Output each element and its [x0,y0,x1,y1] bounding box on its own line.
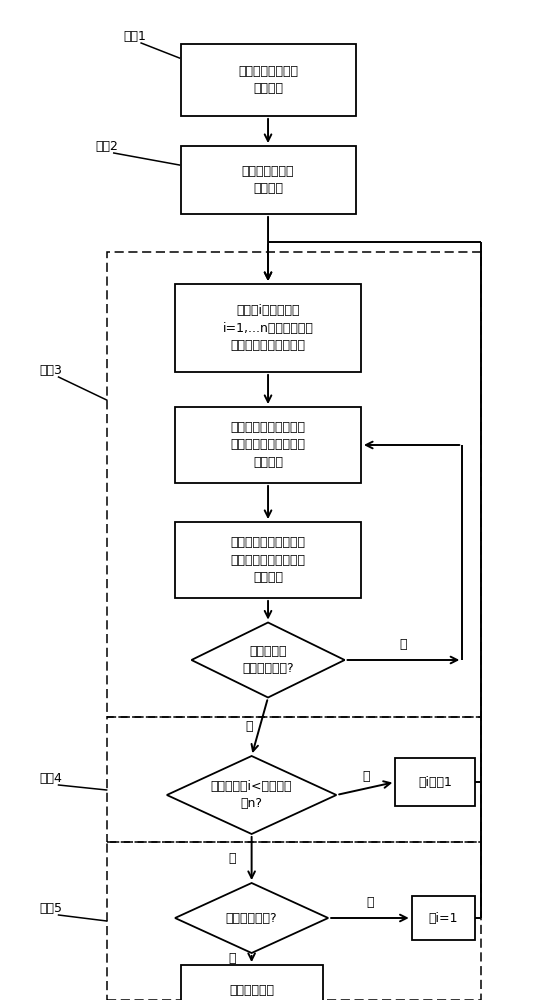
Bar [181,965,323,1000]
Text: 令i=1: 令i=1 [428,912,458,924]
Bar [181,146,356,214]
Text: 否: 否 [366,896,374,908]
Bar [395,758,475,806]
Text: 是: 是 [362,770,370,784]
Bar [181,44,356,116]
Text: 完成迭代整定?: 完成迭代整定? [226,912,277,924]
Text: 闭环辨识法辨识
被控对象: 闭环辨识法辨识 被控对象 [242,165,294,195]
Bar [107,717,481,842]
Text: 步骤4: 步骤4 [39,772,62,784]
Text: 步骤5: 步骤5 [39,902,62,914]
Text: 是: 是 [245,720,253,733]
Text: 按粒子设选定控制器参
数，运行闭环控制回路
仿真单元: 按粒子设选定控制器参 数，运行闭环控制回路 仿真单元 [230,421,306,469]
Bar [107,252,481,717]
Text: 控制器序号i<控制器个
数n?: 控制器序号i<控制器个 数n? [211,780,292,810]
Polygon shape [191,622,345,698]
Text: 是: 是 [229,952,236,966]
Polygon shape [175,883,328,953]
Text: 否: 否 [400,638,407,650]
Text: 步骤3: 步骤3 [39,363,62,376]
Text: 完成粒子群
优化迭代代数?: 完成粒子群 优化迭代代数? [242,645,294,675]
Text: 计算粒子适应度评价指
标，选出最优粒子，更
新粒子群: 计算粒子适应度评价指 标，选出最优粒子，更 新粒子群 [230,536,306,584]
Text: 令i值增1: 令i值增1 [418,776,452,788]
Polygon shape [167,756,336,834]
Text: 步骤2: 步骤2 [96,140,119,153]
Text: 输出整定结果: 输出整定结果 [229,984,274,996]
Bar [412,896,474,940]
Text: 步骤1: 步骤1 [123,30,146,43]
Text: 建立闭环控制回路
仿真单元: 建立闭环控制回路 仿真单元 [238,65,298,95]
Bar [175,284,361,372]
Bar [175,407,361,483]
Text: 选定第i个控制器，
i=1,...n，初始化控制
参数，进行粒子群编码: 选定第i个控制器， i=1,...n，初始化控制 参数，进行粒子群编码 [223,304,313,352]
Bar [175,522,361,598]
Text: 否: 否 [229,852,236,865]
Bar [107,842,481,1000]
